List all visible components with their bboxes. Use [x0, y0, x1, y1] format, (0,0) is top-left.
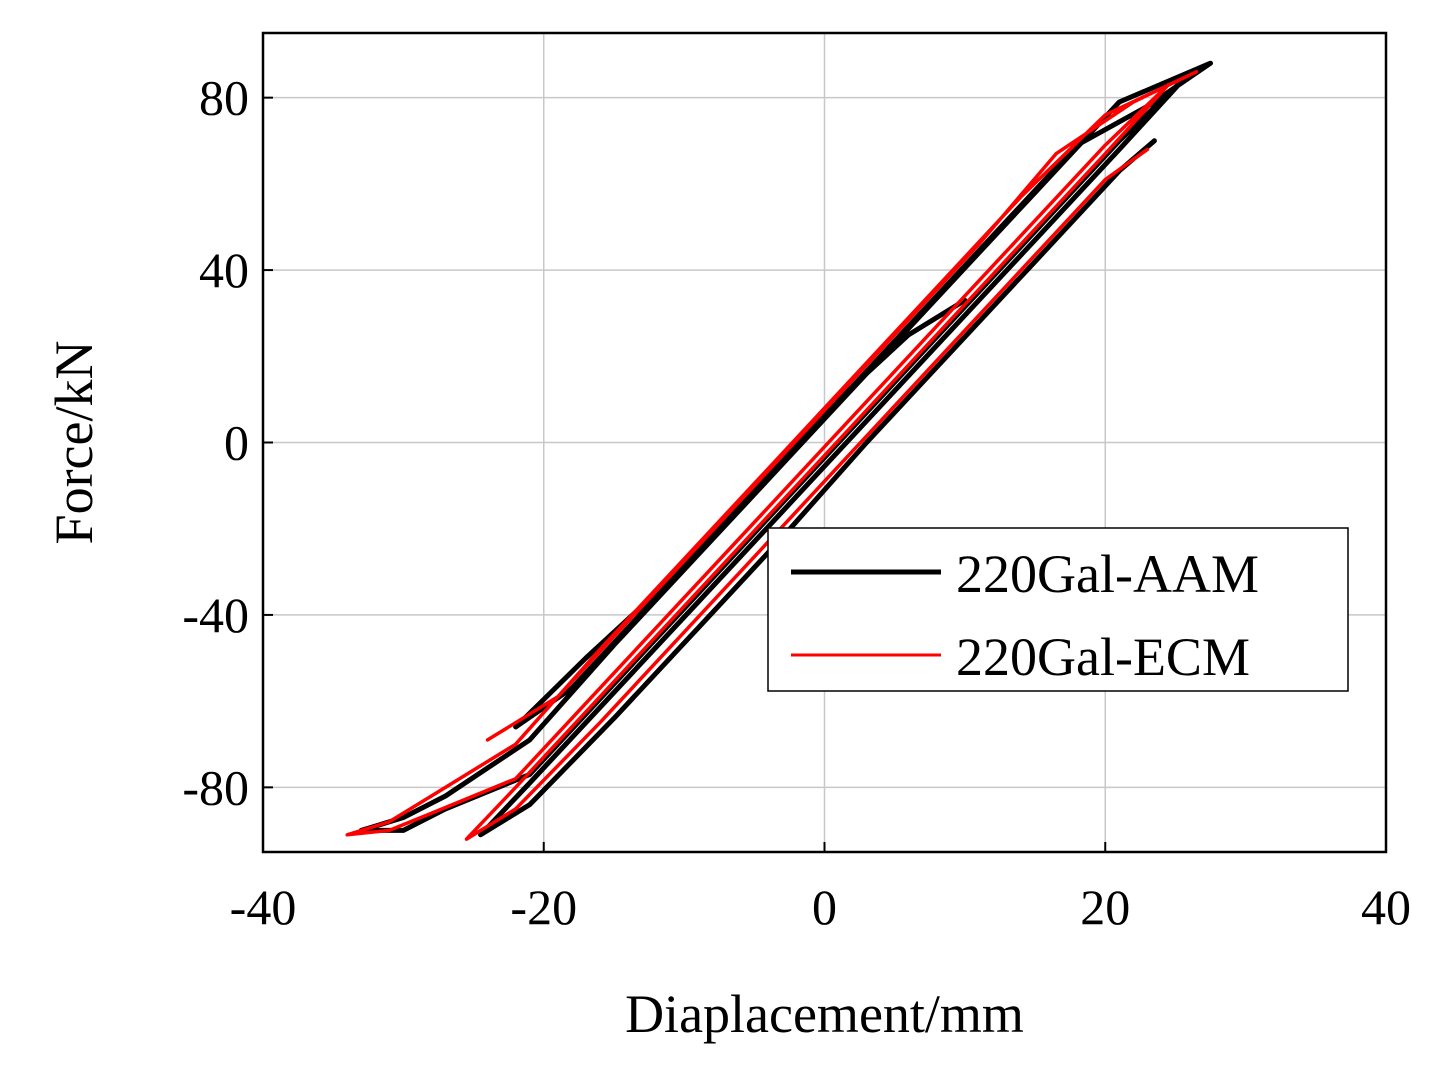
axis-ticks	[262, 96, 1387, 852]
y-tick-label: 40	[199, 242, 249, 298]
y-axis-title: Force/kN	[44, 341, 104, 545]
x-tick-label: -40	[230, 879, 297, 935]
x-tick-label: -20	[510, 879, 577, 935]
x-tick-label: 20	[1080, 879, 1130, 935]
y-axis-tick-labels: -80 -40 0 40 80	[182, 70, 249, 816]
series-line-ecm	[345, 70, 1199, 841]
x-axis-tick-labels: -40 -20 0 20 40	[230, 879, 1411, 935]
legend: 220Gal-AAM 220Gal-ECM	[767, 527, 1349, 692]
y-tick-label: 80	[199, 70, 249, 126]
x-axis-title: Diaplacement/mm	[625, 984, 1024, 1044]
x-tick-label: 0	[812, 879, 837, 935]
series-lines	[345, 60, 1213, 841]
y-tick-label: -80	[182, 759, 249, 815]
x-tick-label: 40	[1361, 879, 1411, 935]
legend-label-aam: 220Gal-AAM	[956, 544, 1259, 604]
y-tick-label: -40	[182, 587, 249, 643]
legend-label-ecm: 220Gal-ECM	[956, 627, 1250, 687]
y-tick-label: 0	[224, 415, 249, 471]
grid-lines	[263, 33, 1386, 852]
legend-box	[767, 527, 1349, 692]
